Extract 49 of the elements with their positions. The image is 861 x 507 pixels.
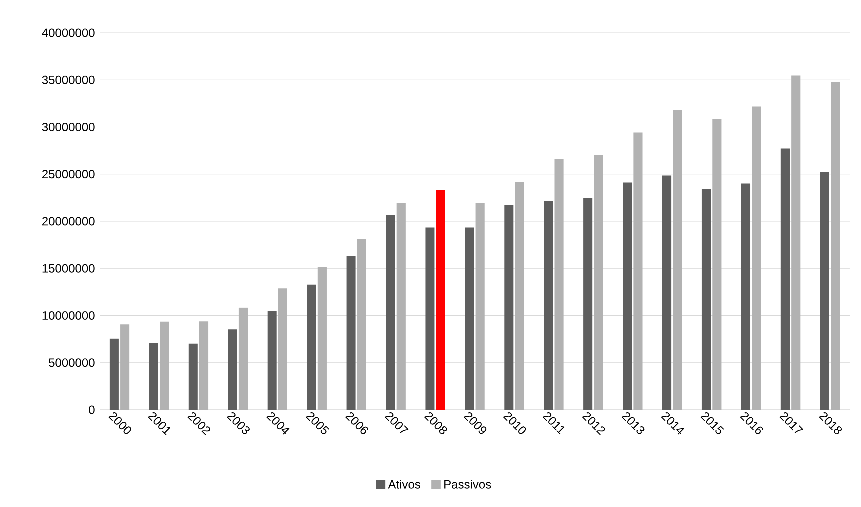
bar [752,106,762,410]
bar [662,176,672,410]
bar [318,267,327,410]
bar [702,189,712,410]
y-tick-label: 5000000 [49,358,95,368]
bar [476,203,485,410]
bar [554,159,564,410]
bar [160,322,170,410]
bar [120,324,130,410]
bar [820,172,830,410]
bar [188,344,198,410]
bar [396,203,406,410]
bar [712,119,722,410]
bar [238,308,248,410]
bar [515,182,524,410]
bar [307,284,316,410]
bar [544,201,554,410]
bar [584,198,593,410]
bar [386,215,396,410]
bar [199,322,209,410]
bar [594,155,604,410]
bar [426,228,435,410]
bar [780,148,790,410]
bar [278,288,288,410]
bar [436,190,446,410]
bar [831,82,840,410]
bar [149,343,158,410]
y-tick-label: 10000000 [42,311,95,320]
bar [741,184,751,410]
bar [268,311,277,410]
y-tick-label: 35000000 [42,76,95,84]
y-tick-label: 15000000 [42,264,95,273]
bar [465,228,474,410]
bar [634,132,643,410]
y-tick-label: 40000000 [42,28,95,38]
y-tick-label: 25000000 [42,170,95,179]
legend-label: Passivos [444,480,492,489]
y-tick-label: 0 [89,406,95,414]
bar [673,110,682,410]
y-tick-label: 30000000 [42,122,95,132]
bar [623,182,632,410]
bar [346,256,356,410]
bar [228,330,238,410]
bar [110,338,119,410]
bar [792,76,801,410]
y-tick-label: 20000000 [42,217,95,226]
bar [504,205,514,410]
bar [357,239,366,410]
legend-label: Ativos [388,480,420,489]
